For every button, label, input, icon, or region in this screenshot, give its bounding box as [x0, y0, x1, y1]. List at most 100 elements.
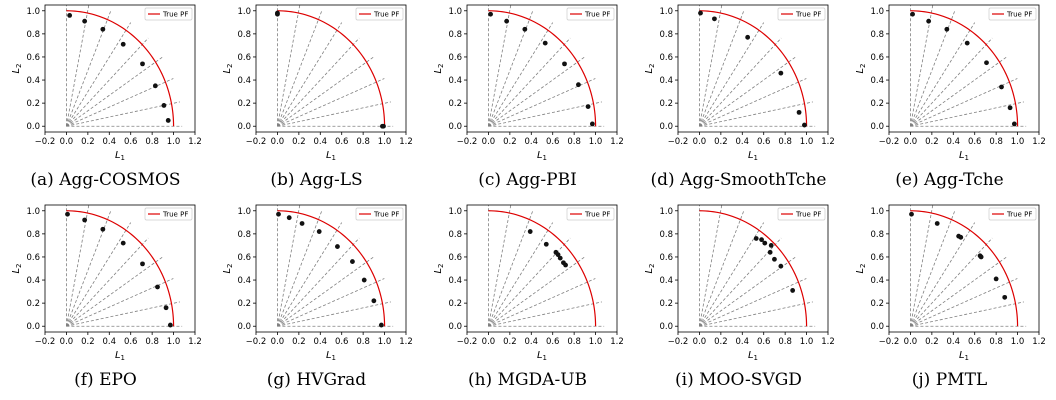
subplot-caption: (i) MOO-SVGD — [675, 370, 802, 390]
reference-line — [277, 222, 343, 327]
y-tick-label: 0.2 — [237, 99, 251, 109]
reference-line — [277, 101, 392, 127]
solution-point — [286, 215, 292, 221]
y-tick-label: 0.8 — [237, 230, 251, 240]
axes-frame — [888, 4, 1040, 133]
y-tick-label: 0.6 — [448, 253, 462, 263]
x-tick-label: 0.0 — [271, 137, 285, 147]
x-axis-label: L1 — [959, 350, 969, 362]
legend-label: True PF — [584, 11, 610, 19]
x-tick-label: 0.2 — [714, 337, 728, 347]
x-tick-label: 0.8 — [567, 137, 581, 147]
reference-line — [277, 301, 392, 327]
legend-label: True PF — [795, 11, 821, 19]
reference-line — [910, 37, 993, 127]
y-tick-label: 0.2 — [26, 299, 40, 309]
reference-line — [699, 237, 782, 327]
reference-line — [277, 5, 301, 127]
x-tick-label: 0.6 — [968, 137, 982, 147]
reference-line — [488, 205, 512, 327]
x-axis-label: L1 — [537, 150, 547, 162]
x-tick-label: 0.8 — [145, 137, 159, 147]
legend-box — [566, 207, 615, 221]
reference-line — [488, 222, 554, 327]
solution-point — [100, 226, 106, 232]
solution-point — [778, 263, 784, 269]
legend: True PF — [355, 207, 404, 221]
reference-line — [910, 237, 993, 327]
solution-point — [120, 240, 126, 246]
y-tick-label: 0.2 — [659, 299, 673, 309]
solution-point — [589, 121, 595, 127]
x-tick-label: 0.8 — [989, 137, 1003, 147]
reference-line — [277, 37, 360, 127]
legend-box — [988, 207, 1037, 221]
solution-point — [152, 83, 158, 89]
y-tick-label: 0.0 — [26, 122, 40, 132]
y-tick-label: 0.8 — [659, 230, 673, 240]
solution-point — [165, 118, 171, 123]
axes-frame — [677, 4, 829, 133]
x-tick-label: 0.4 — [103, 137, 117, 147]
x-tick-label: 0.2 — [503, 137, 517, 147]
y-tick-label: 0.2 — [870, 299, 884, 309]
legend-label: True PF — [373, 11, 399, 19]
subplot-caption: (a) Agg-COSMOS — [30, 170, 181, 190]
x-axis-label-sub: 1 — [754, 354, 758, 362]
reference-line — [910, 5, 934, 127]
y-tick-label: 0.8 — [26, 230, 40, 240]
x-tick-label: 0.0 — [904, 137, 918, 147]
reference-line — [66, 237, 149, 327]
chart-svg: −0.2 0.0 0.2 0.4 0.6 0.8 1.0 1.2 0.0 0.2 0.4 0.6 0.8… — [855, 4, 1046, 162]
x-tick-label: 0.6 — [546, 337, 560, 347]
chart-svg: −0.2 0.0 0.2 0.4 0.6 0.8 1.0 1.2 0.0 0.2 0.4 0.6 0.8… — [433, 4, 624, 162]
reference-line — [910, 101, 1025, 127]
solution-point — [993, 276, 999, 282]
y-tick-label: 0.0 — [448, 322, 462, 332]
reference-line — [488, 5, 512, 127]
x-tick-label: 1.0 — [167, 337, 181, 347]
y-tick-label: 0.6 — [26, 253, 40, 263]
axes-frame — [466, 204, 618, 333]
solution-point — [557, 255, 563, 261]
x-tick-label: −0.2 — [35, 137, 56, 147]
y-tick-label: 0.0 — [448, 122, 462, 132]
x-tick-label: 1.0 — [1011, 337, 1025, 347]
y-tick-label: 0.8 — [26, 30, 40, 40]
true-pf-curve — [699, 10, 808, 127]
solution-point — [1002, 294, 1008, 300]
subplot: −0.2 0.0 0.2 0.4 0.6 0.8 1.0 1.2 0.0 0.2 0.4 0.6 0.8… — [0, 0, 211, 200]
reference-line — [699, 10, 745, 127]
y-tick-label: 1.0 — [659, 7, 673, 17]
x-tick-label: −0.2 — [457, 337, 478, 347]
y-axis-label: L2 — [644, 263, 656, 273]
x-tick-label: 0.6 — [335, 337, 349, 347]
y-axis-label-sub: 2 — [648, 63, 656, 67]
x-tick-label: 1.2 — [1032, 337, 1046, 347]
solution-point — [67, 12, 73, 18]
y-tick-label: 0.8 — [448, 30, 462, 40]
solution-point — [350, 259, 355, 264]
subplot-caption: (j) PMTL — [911, 370, 988, 390]
solution-point — [778, 70, 784, 76]
y-tick-label: 0.2 — [448, 99, 462, 109]
chart-svg: −0.2 0.0 0.2 0.4 0.6 0.8 1.0 1.2 0.0 0.2 0.4 0.6 0.8… — [222, 4, 413, 162]
true-pf-curve — [488, 210, 597, 327]
y-axis-label-sub: 2 — [437, 263, 445, 267]
solution-point — [712, 16, 717, 22]
y-tick-label: 0.8 — [870, 230, 884, 240]
chart-svg: −0.2 0.0 0.2 0.4 0.6 0.8 1.0 1.2 0.0 0.2 0.4 0.6 0.8… — [433, 204, 624, 362]
x-tick-label: 0.4 — [736, 137, 750, 147]
y-tick-label: 0.4 — [237, 276, 251, 286]
x-tick-label: 0.2 — [925, 137, 939, 147]
x-axis-label-sub: 1 — [121, 154, 125, 162]
y-tick-label: 0.4 — [237, 76, 251, 86]
legend-box — [144, 207, 193, 221]
legend: True PF — [777, 7, 826, 21]
x-tick-label: 0.4 — [947, 337, 961, 347]
legend: True PF — [988, 7, 1037, 21]
chart-svg: −0.2 0.0 0.2 0.4 0.6 0.8 1.0 1.2 0.0 0.2 0.4 0.6 0.8… — [11, 4, 202, 162]
x-tick-label: 1.0 — [589, 337, 603, 347]
solution-point — [543, 241, 549, 247]
x-tick-label: 0.4 — [736, 337, 750, 347]
